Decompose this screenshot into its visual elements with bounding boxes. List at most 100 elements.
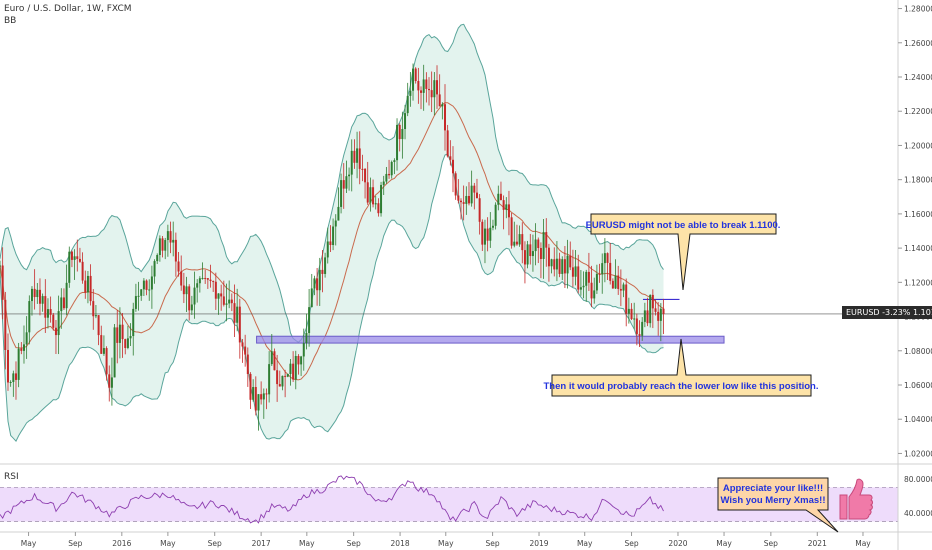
- candle-body: [89, 275, 92, 302]
- candle-body: [14, 373, 17, 380]
- candle-body: [630, 308, 633, 320]
- candle-body: [65, 282, 68, 309]
- candle-body: [308, 307, 311, 334]
- x-tick-label: May: [160, 539, 176, 548]
- y-tick-label: 1.20000: [904, 141, 932, 150]
- candle-body: [582, 285, 585, 288]
- candle-body: [281, 375, 284, 387]
- candle-body: [326, 241, 329, 258]
- candle-body: [449, 156, 452, 160]
- candle-body: [132, 308, 135, 337]
- indicator-label: BB: [4, 16, 17, 26]
- x-tick-label: 2019: [529, 539, 548, 548]
- candle-body: [537, 239, 540, 249]
- candle-body: [268, 364, 271, 395]
- candle-body: [545, 232, 548, 248]
- candle-body: [643, 310, 646, 322]
- candle-body: [428, 88, 431, 91]
- candle-body: [481, 221, 484, 245]
- candle-body: [659, 308, 662, 321]
- x-tick-label: May: [716, 539, 732, 548]
- candle-body: [585, 271, 588, 286]
- candle-body: [459, 200, 462, 203]
- candle-body: [257, 394, 260, 411]
- candle-body: [92, 301, 95, 317]
- candle-body: [518, 234, 521, 245]
- candle-body: [523, 250, 526, 265]
- candle-body: [198, 278, 201, 284]
- candle-body: [110, 377, 113, 388]
- candle-body: [507, 204, 510, 218]
- candle-body: [657, 311, 660, 321]
- candle-body: [470, 185, 473, 204]
- callout-bottom-text: Then it would probably reach the lower l…: [544, 381, 819, 392]
- candle-body: [54, 327, 57, 336]
- x-tick-label: Sep: [764, 539, 778, 548]
- candle-body: [214, 281, 217, 299]
- candle-body: [574, 266, 577, 277]
- price-tag-price: 1.10154: [912, 308, 932, 317]
- y-tick-label: 1.14000: [904, 244, 932, 253]
- candle-body: [633, 318, 636, 320]
- candle-body: [539, 248, 542, 259]
- band-upper: [0, 23, 664, 343]
- price-tag: EURUSD -3.23% 1.10154: [842, 306, 932, 319]
- candle-body: [398, 124, 401, 140]
- candle-body: [246, 354, 249, 374]
- candle-body: [116, 327, 119, 343]
- candle-body: [590, 282, 593, 299]
- candle-body: [62, 297, 65, 309]
- candlesticks: [0, 63, 665, 431]
- candle-body: [286, 373, 289, 377]
- candle-body: [651, 294, 654, 309]
- candle-body: [534, 239, 537, 252]
- candle-body: [249, 373, 252, 400]
- candle-body: [332, 226, 335, 246]
- x-tick-label: May: [299, 539, 315, 548]
- candle-body: [382, 181, 385, 185]
- candle-body: [369, 187, 372, 203]
- candle-body: [153, 261, 156, 277]
- candle-body: [169, 231, 172, 243]
- candle-body: [220, 293, 223, 297]
- candle-body: [420, 90, 423, 93]
- candle-body: [108, 374, 111, 388]
- candle-body: [294, 355, 297, 380]
- candle-body: [515, 241, 518, 245]
- candle-body: [462, 202, 465, 204]
- candle-body: [555, 258, 558, 270]
- candle-body: [12, 373, 15, 382]
- candle-body: [201, 277, 204, 279]
- candle-body: [558, 258, 561, 274]
- candle-body: [502, 200, 505, 210]
- candle-body: [374, 203, 377, 205]
- candle-body: [174, 239, 177, 262]
- x-tick-label: 2016: [112, 539, 131, 548]
- candle-body: [316, 278, 319, 291]
- candle-body: [193, 287, 196, 305]
- candle-body: [422, 79, 425, 93]
- candle-body: [457, 195, 460, 201]
- candle-body: [654, 308, 657, 312]
- candle-body: [356, 148, 359, 163]
- candle-body: [260, 394, 263, 400]
- candle-body: [300, 356, 303, 365]
- candle-body: [486, 228, 489, 241]
- candle-body: [190, 304, 193, 311]
- candle-body: [137, 295, 140, 297]
- candle-body: [337, 206, 340, 221]
- x-tick-label: May: [21, 539, 37, 548]
- candle-body: [68, 251, 71, 283]
- candle-body: [188, 286, 191, 311]
- candle-body: [598, 273, 601, 275]
- candle-body: [4, 299, 7, 350]
- candle-body: [412, 68, 415, 91]
- candle-body: [156, 254, 159, 262]
- candle-body: [185, 286, 188, 295]
- candle-body: [81, 261, 84, 281]
- candle-body: [622, 284, 625, 291]
- annotations: EURUSD might not be able to break 1.1100…: [544, 213, 873, 533]
- candle-body: [161, 238, 164, 251]
- candle-body: [121, 324, 124, 340]
